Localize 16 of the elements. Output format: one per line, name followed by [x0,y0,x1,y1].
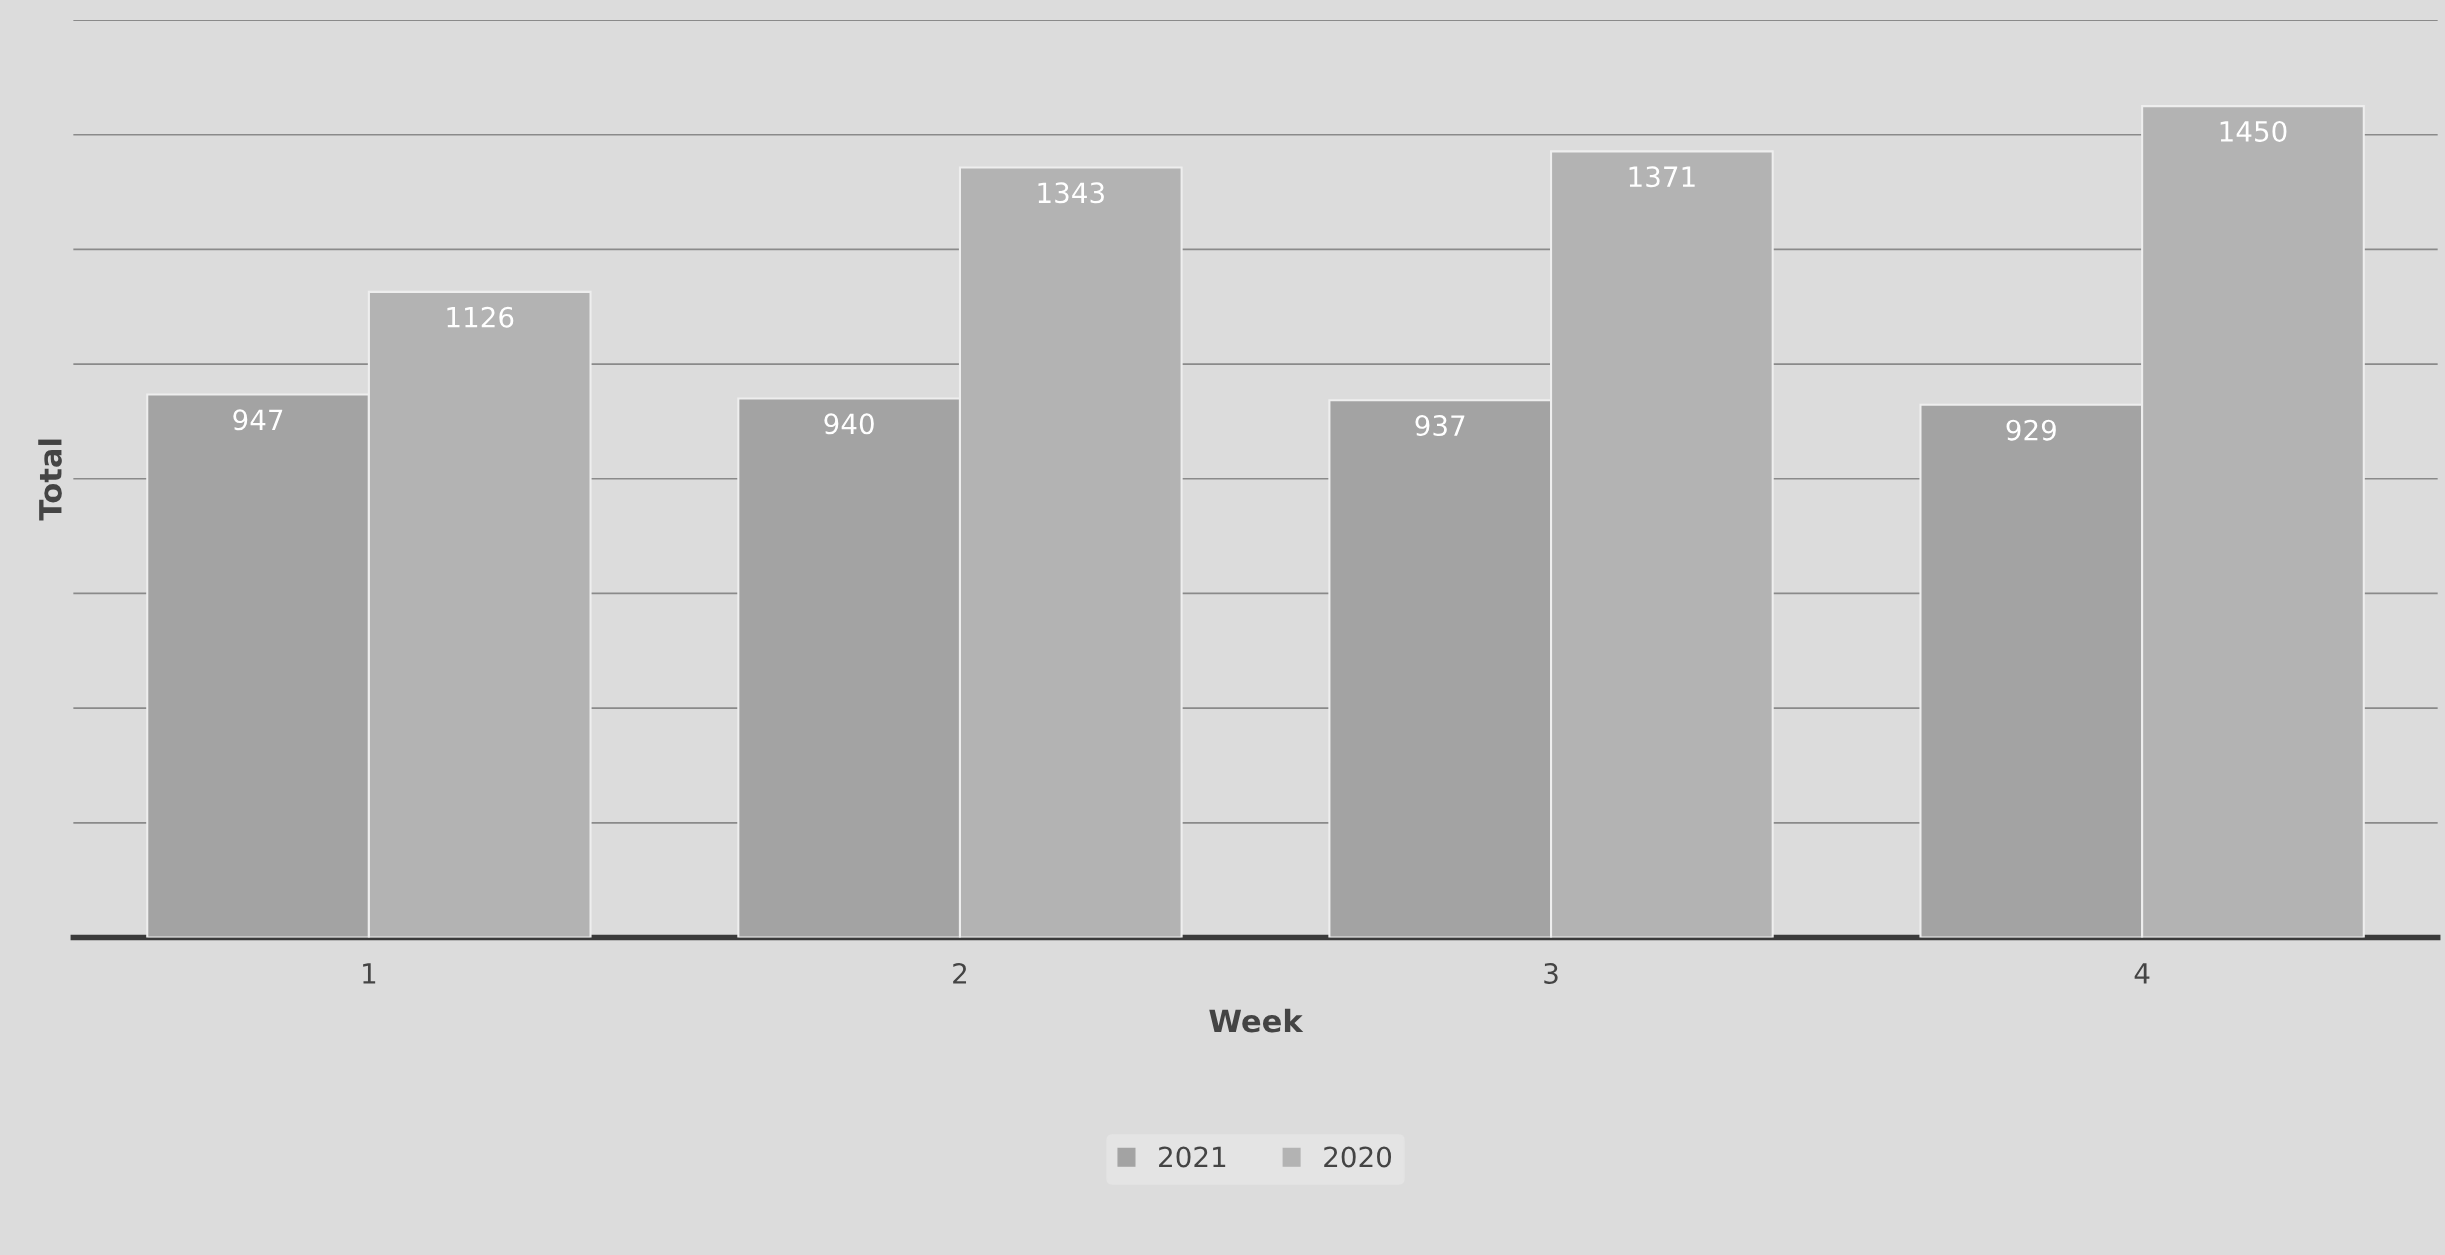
legend-label: 2021 [1159,1146,1226,1168]
legend-label: 2020 [1324,1146,1392,1168]
x-tick-label: 3 [1544,962,1558,984]
data-label: 1450 [2220,120,2287,142]
data-label: 947 [233,409,283,431]
y-axis-title: Total [38,439,62,521]
x-axis-title: Week [1209,1008,1304,1033]
data-label: 940 [824,413,874,435]
x-tick-label: 2 [953,962,967,984]
x-tick-label: 4 [2134,963,2150,984]
data-label: 1371 [1629,166,1695,188]
x-tick-label: 1 [363,963,376,984]
data-label: 1126 [447,306,514,328]
data-label: 937 [1415,415,1465,437]
data-label: 929 [2006,419,2056,441]
data-label: 1343 [1038,182,1104,204]
